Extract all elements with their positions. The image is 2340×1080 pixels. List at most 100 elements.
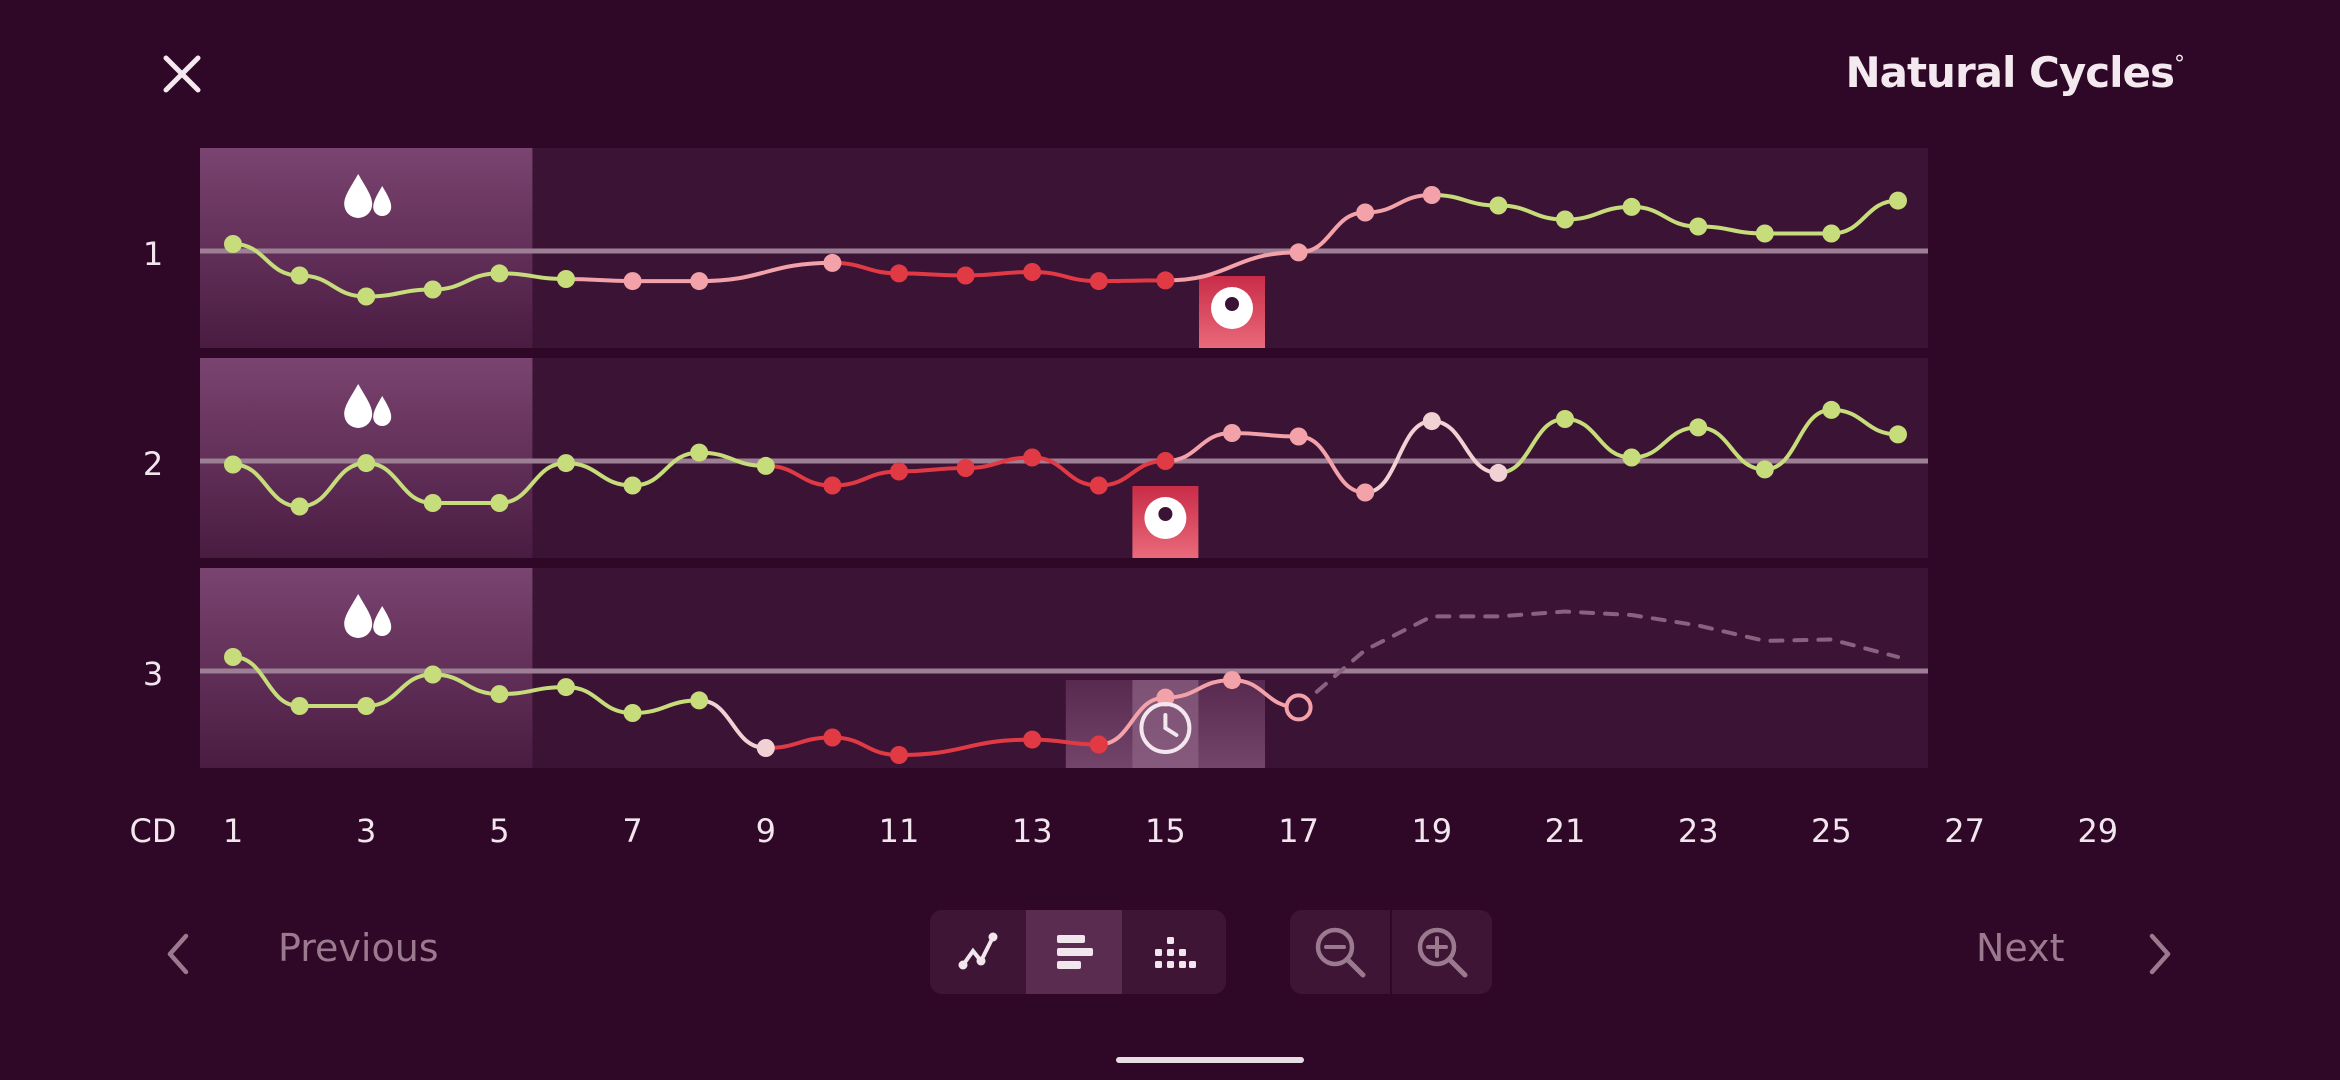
temperature-point [890,462,908,481]
temperature-point [1422,412,1441,431]
temperature-point [956,459,975,477]
temperature-line [832,735,900,757]
cycle-row-label: 3 [143,655,163,693]
temperature-point [1023,730,1042,749]
cycle-row-2: 2 [143,358,1928,558]
temperature-point [224,455,242,474]
temperature-point [290,266,309,285]
temperature-line [1564,417,1632,460]
period-band [200,148,533,348]
temperature-line [299,273,367,299]
temperature-point [1622,197,1641,216]
temperature-point [1822,224,1841,243]
brand-name: Natural Cycles [1845,48,2175,97]
temperature-point [1223,671,1241,690]
temperature-point [1356,483,1375,502]
period-icon [344,174,392,219]
temperature-point [423,494,442,512]
temperature-point [1089,476,1108,495]
cycle-row-label: 2 [143,445,163,483]
view-bars-button[interactable] [1026,910,1122,994]
temperature-line [432,672,500,697]
temperature-point [557,454,575,473]
zoom-out-button[interactable] [1290,910,1390,994]
temperature-line [1498,417,1566,475]
temperature-point [290,497,309,516]
temperature-point [1089,735,1108,754]
temperature-point [357,454,376,473]
view-dots-button[interactable] [1122,910,1226,994]
temperature-point [1489,463,1508,482]
temperature-point [1156,452,1175,470]
temperature-line [565,685,633,715]
x-axis: CD 1 3 5 7 9 11 13 15 17 19 21 23 25 27 29 [130,812,2119,850]
x-tick-label: 21 [1545,812,1586,850]
x-tick-label: 25 [1811,812,1852,850]
temperature-line [1431,419,1499,475]
temperature-point [423,665,442,684]
x-tick-label: 3 [356,812,376,850]
zoom-in-button[interactable] [1392,910,1492,994]
temperature-line [1165,250,1299,283]
temperature-point [290,697,309,715]
close-icon[interactable] [152,44,212,104]
temperature-point [823,253,842,272]
x-tick-label: 1 [223,812,243,850]
temperature-point [623,272,642,291]
temperature-point [1284,693,1313,722]
temperature-point [890,746,908,764]
temperature-line [1365,193,1432,215]
temperature-line [1631,204,1699,229]
temperature-line [1631,425,1699,460]
zoom-controls [1290,910,1492,994]
home-indicator[interactable] [1116,1057,1304,1063]
zoom-out-icon [1315,927,1366,978]
temperature-line [1165,678,1233,700]
next-button[interactable]: Next [1976,926,2065,970]
x-tick-label: 23 [1678,812,1719,850]
temperature-point [1023,263,1042,281]
temperature-point [1822,400,1841,419]
temperature-line [1298,210,1366,255]
temperature-point [690,443,709,462]
temperature-line [1831,198,1899,236]
brand-mark: ° [2174,52,2185,77]
view-line-button[interactable] [930,910,1026,994]
temperature-point [423,280,442,299]
temperature-point [956,266,975,285]
chevron-left-icon[interactable] [164,932,192,976]
period-icon [344,384,392,429]
x-tick-label: 27 [1944,812,1985,850]
x-tick-label: 9 [756,812,776,850]
view-mode-switcher [930,910,1226,994]
x-tick-label: 19 [1411,812,1452,850]
temperature-point [1023,448,1042,467]
temperature-point [756,456,775,475]
temperature-point [756,739,775,757]
temperature-line [898,271,966,278]
brand-logo: Natural Cycles° [1845,48,2185,97]
cycle-row-1: 1 [143,148,1928,348]
temperature-point [557,678,575,697]
temperature-line [1698,425,1765,472]
temperature-point [1755,460,1774,479]
x-tick-label: 29 [2077,812,2118,850]
x-axis-label: CD [130,812,177,850]
x-tick-label: 13 [1012,812,1053,850]
temperature-point [1622,448,1641,467]
temperature-point [224,648,242,666]
temperature-point [1289,427,1308,446]
x-tick-label: 5 [489,812,509,850]
temperature-line [632,450,700,488]
temperature-point [623,704,642,722]
previous-button[interactable]: Previous [278,926,439,970]
chevron-right-icon[interactable] [2146,932,2174,976]
temperature-line [1364,419,1433,495]
clock-icon [1139,702,1192,754]
temperature-line [699,260,833,284]
temperature-point [1689,217,1708,236]
ovulation-icon [1144,497,1187,539]
temperature-point [1156,271,1175,290]
temperature-point [1422,186,1441,204]
temperature-point [1755,224,1774,243]
